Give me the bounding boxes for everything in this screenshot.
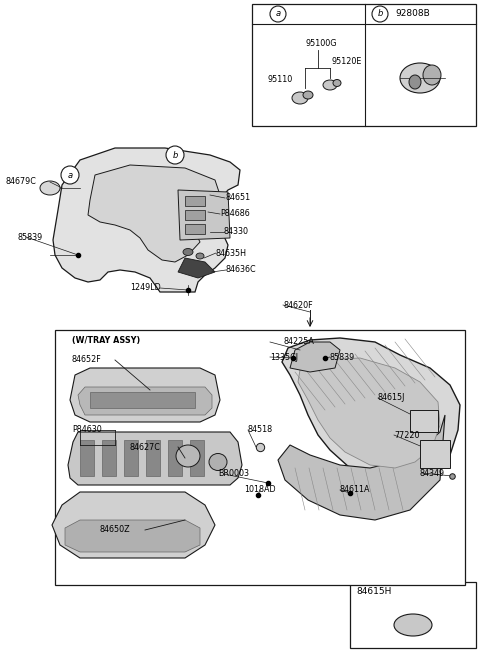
Bar [420, 440, 450, 468]
Text: 84349: 84349 [420, 468, 445, 478]
Text: 84611A: 84611A [340, 486, 371, 494]
Text: 84620F: 84620F [283, 301, 312, 310]
Bar [55, 330, 465, 585]
Text: 85839: 85839 [18, 232, 43, 241]
Text: 84652F: 84652F [72, 356, 102, 364]
Ellipse shape [292, 92, 308, 104]
Ellipse shape [176, 445, 200, 467]
Bar [185, 224, 205, 234]
Polygon shape [178, 258, 215, 278]
Ellipse shape [409, 75, 421, 89]
Text: 95110: 95110 [268, 76, 293, 84]
Text: 84679C: 84679C [5, 178, 36, 186]
Text: 95120E: 95120E [332, 58, 362, 66]
Ellipse shape [400, 63, 440, 93]
Bar [90, 392, 195, 408]
Ellipse shape [333, 80, 341, 86]
Polygon shape [298, 358, 440, 468]
Ellipse shape [209, 454, 227, 470]
Ellipse shape [40, 181, 60, 195]
Polygon shape [53, 148, 240, 292]
Bar [185, 196, 205, 206]
Text: 77220: 77220 [394, 431, 420, 440]
Text: 84615H: 84615H [356, 588, 391, 596]
Ellipse shape [323, 80, 337, 90]
Text: a: a [67, 170, 72, 180]
Text: 84636C: 84636C [226, 265, 257, 275]
Bar [146, 440, 160, 476]
Text: 84650Z: 84650Z [100, 525, 131, 535]
Text: 84615J: 84615J [378, 393, 406, 403]
Bar [190, 440, 204, 476]
Text: 95100G: 95100G [305, 40, 336, 48]
Circle shape [166, 146, 184, 164]
Polygon shape [78, 387, 212, 415]
Polygon shape [88, 165, 220, 262]
Text: (W/TRAY ASSY): (W/TRAY ASSY) [72, 336, 140, 344]
Text: BR0003: BR0003 [218, 470, 249, 478]
Text: 1335CJ: 1335CJ [270, 352, 298, 362]
Polygon shape [68, 432, 242, 485]
Text: 84518: 84518 [248, 425, 273, 435]
Bar [102, 440, 116, 476]
Polygon shape [282, 338, 460, 485]
Polygon shape [52, 492, 215, 558]
Text: 84635H: 84635H [216, 249, 247, 257]
Bar [124, 440, 138, 476]
Circle shape [270, 6, 286, 22]
Text: 1018AD: 1018AD [244, 486, 276, 494]
Text: 84225A: 84225A [284, 338, 315, 346]
Bar [63, 338, 273, 528]
Text: 84627C: 84627C [130, 442, 161, 452]
Bar [185, 210, 205, 220]
Ellipse shape [303, 91, 313, 99]
Circle shape [61, 166, 79, 184]
Ellipse shape [394, 614, 432, 636]
Circle shape [372, 6, 388, 22]
Ellipse shape [196, 253, 204, 259]
Bar [80, 440, 94, 476]
Text: 84330: 84330 [224, 228, 249, 237]
Polygon shape [178, 190, 230, 240]
Text: 85839: 85839 [330, 352, 355, 362]
Polygon shape [65, 520, 200, 552]
Bar [168, 440, 182, 476]
Bar [350, 582, 476, 648]
Text: P84630: P84630 [72, 425, 102, 435]
Bar [252, 4, 476, 126]
Polygon shape [70, 368, 220, 422]
Text: b: b [377, 9, 383, 19]
Ellipse shape [423, 65, 441, 85]
Polygon shape [278, 415, 445, 520]
Polygon shape [290, 342, 340, 372]
Ellipse shape [183, 249, 193, 255]
Text: 84651: 84651 [225, 194, 250, 202]
Text: b: b [172, 151, 178, 159]
Bar [410, 410, 438, 432]
Text: 1249LD: 1249LD [130, 283, 161, 293]
Text: 92808B: 92808B [395, 9, 430, 19]
Text: a: a [276, 9, 281, 19]
Text: P84686: P84686 [220, 210, 250, 218]
